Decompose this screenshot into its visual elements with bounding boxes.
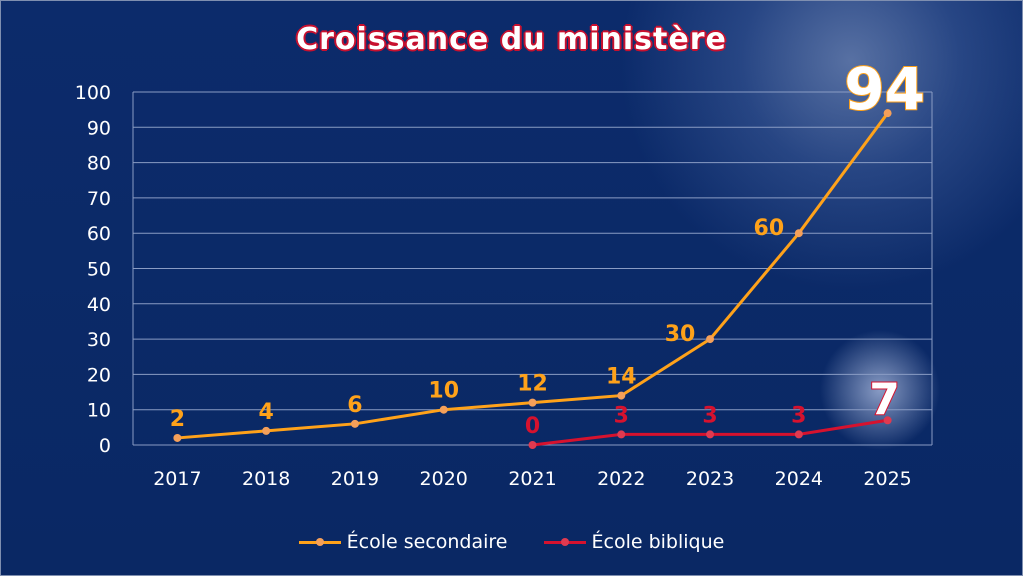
data-point (617, 430, 626, 439)
x-tick-label: 2025 (863, 468, 911, 490)
data-point (883, 416, 892, 425)
y-tick-label: 60 (87, 223, 111, 245)
data-label: 94 (844, 55, 925, 123)
data-label: 14 (606, 365, 637, 390)
legend-swatch (298, 537, 341, 546)
data-label: 30 (665, 322, 696, 347)
y-tick-label: 10 (87, 400, 111, 422)
legend: École secondaire École biblique (1, 528, 1022, 556)
data-point (262, 426, 271, 435)
y-tick-label: 100 (75, 82, 111, 104)
data-point (794, 430, 803, 439)
y-tick-label: 40 (87, 294, 111, 316)
data-point (439, 405, 448, 414)
y-tick-label: 0 (99, 435, 111, 457)
legend-item-secondaire[interactable]: École secondaire (298, 528, 508, 556)
data-point (706, 335, 715, 344)
data-point (350, 419, 359, 428)
data-label: 3 (702, 403, 717, 428)
data-label: 2 (170, 407, 185, 432)
legend-swatch (543, 537, 586, 546)
data-label: 12 (517, 372, 548, 397)
data-label: 7 (869, 374, 900, 425)
x-tick-label: 2018 (242, 468, 290, 490)
data-label: 6 (347, 393, 362, 418)
x-tick-label: 2022 (597, 468, 645, 490)
y-tick-label: 90 (87, 117, 111, 139)
data-label: 10 (428, 379, 459, 404)
data-point (883, 109, 892, 118)
x-tick-label: 2019 (331, 468, 379, 490)
data-label: 60 (754, 216, 785, 241)
y-tick-label: 50 (87, 259, 111, 281)
x-tick-label: 2021 (508, 468, 556, 490)
y-tick-label: 70 (87, 188, 111, 210)
y-tick-label: 20 (87, 364, 111, 386)
chart-title: Croissance du ministère (296, 22, 727, 57)
data-point (706, 430, 715, 439)
x-tick-label: 2020 (420, 468, 468, 490)
legend-item-biblique[interactable]: École biblique (543, 528, 725, 556)
x-tick-label: 2017 (153, 468, 201, 490)
data-label: 3 (614, 403, 629, 428)
x-tick-label: 2023 (686, 468, 734, 490)
data-label: 3 (791, 403, 806, 428)
highlight-glow (820, 330, 940, 450)
x-tick-label: 2024 (775, 468, 823, 490)
data-point (528, 398, 537, 407)
data-label: 4 (259, 400, 274, 425)
y-tick-label: 30 (87, 329, 111, 351)
data-point (528, 441, 537, 449)
data-point (794, 229, 803, 238)
legend-label: École biblique (591, 531, 725, 553)
data-point (173, 433, 182, 442)
y-tick-label: 80 (87, 153, 111, 175)
legend-label: École secondaire (346, 531, 508, 553)
data-label: 0 (525, 414, 540, 439)
data-point (617, 391, 626, 400)
